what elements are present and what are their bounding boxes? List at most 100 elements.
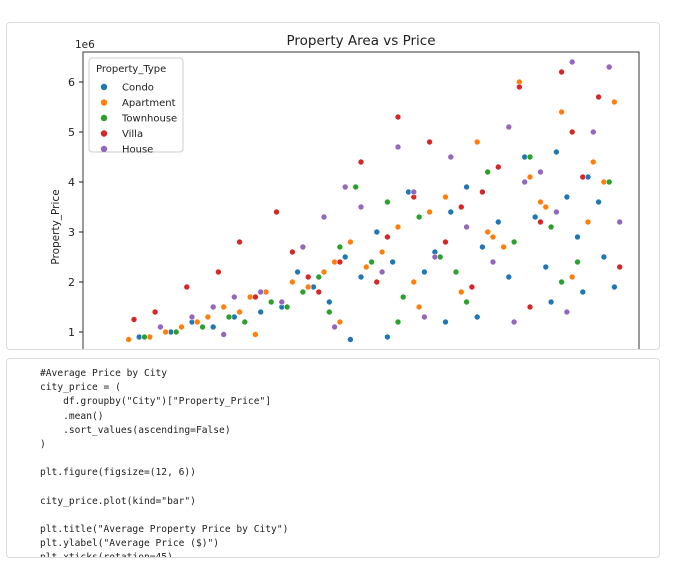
scatter-point xyxy=(336,258,344,266)
scatter-point xyxy=(151,308,159,316)
scatter-point xyxy=(347,336,354,343)
scatter-point xyxy=(220,331,227,338)
plot-axes: Property Area vs Price 1e6 Property_Pric… xyxy=(50,33,640,349)
scatter-point xyxy=(611,283,618,291)
scatter-point xyxy=(442,238,449,246)
legend-marker xyxy=(100,99,108,106)
scatter-point xyxy=(473,313,481,321)
y-axis-ticks: 1 2 3 4 5 6 xyxy=(68,76,83,339)
scatter-point xyxy=(616,218,624,226)
scatter-point xyxy=(352,183,360,191)
code-line: city_price = ( xyxy=(40,382,121,394)
scatter-point xyxy=(595,93,602,101)
scatter-point xyxy=(447,153,455,161)
scatter-point xyxy=(452,268,460,276)
scatter-point xyxy=(394,318,402,326)
scatter-point xyxy=(394,223,402,231)
scatter-point xyxy=(209,303,217,311)
scatter-point xyxy=(537,218,544,226)
scatter-point xyxy=(537,198,544,206)
scatter-point xyxy=(357,273,365,281)
scatter-point xyxy=(510,238,518,246)
scatter-point xyxy=(421,313,428,321)
scatter-point xyxy=(336,243,344,251)
scatter-point xyxy=(252,331,259,338)
chart-title: Property Area vs Price xyxy=(286,33,435,49)
scatter-point xyxy=(442,318,449,326)
scatter-point xyxy=(289,248,296,256)
code-cell[interactable]: #Average Price by City city_price = ( df.… xyxy=(6,358,660,558)
scatter-point xyxy=(442,193,449,201)
scatter-point xyxy=(558,108,565,116)
scatter-point xyxy=(547,223,555,231)
scatter-point xyxy=(600,253,608,261)
scatter-point xyxy=(267,298,275,306)
scatter-point xyxy=(426,138,433,146)
scatter-point xyxy=(325,308,333,316)
legend-title: Property_Type xyxy=(96,64,166,75)
legend-marker xyxy=(100,114,108,122)
scatter-point xyxy=(457,288,465,296)
scatter-point xyxy=(415,303,423,311)
scatter-point xyxy=(431,253,439,261)
y-tick-label: 2 xyxy=(68,276,75,289)
scatter-point xyxy=(341,183,349,191)
scatter-point xyxy=(542,263,550,271)
scatter-point xyxy=(199,323,206,331)
scatter-point xyxy=(283,303,291,311)
scatter-point xyxy=(526,303,534,311)
scatter-point xyxy=(553,148,560,156)
output-cell: Property Area vs Price 1e6 Property_Pric… xyxy=(6,22,660,350)
scatter-point xyxy=(357,203,365,211)
scatter-point xyxy=(336,318,344,326)
legend-label: Condo xyxy=(122,83,154,94)
code-line xyxy=(40,509,288,523)
scatter-point xyxy=(273,208,280,216)
scatter-point xyxy=(457,203,465,211)
scatter-point xyxy=(384,198,391,206)
scatter-point xyxy=(378,268,386,276)
scatter-point xyxy=(479,188,486,196)
scatter-point xyxy=(484,168,492,176)
scatter-point xyxy=(399,293,407,301)
scatter-point xyxy=(384,333,391,341)
scatter-point xyxy=(568,58,576,66)
legend-marker xyxy=(100,145,108,153)
y-tick-label: 3 xyxy=(68,226,75,239)
scatter-point xyxy=(162,328,169,336)
scatter-plot: Property Area vs Price 1e6 Property_Pric… xyxy=(50,33,640,349)
scatter-point xyxy=(589,158,597,166)
scatter-point xyxy=(531,213,539,221)
scatter-point xyxy=(304,273,312,281)
scatter-point xyxy=(225,313,233,321)
plot-frame xyxy=(82,51,640,349)
scatter-point xyxy=(236,308,243,316)
legend-marker xyxy=(100,130,108,137)
legend-marker xyxy=(100,83,108,91)
y-tick-label: 1 xyxy=(68,326,75,339)
legend-label: House xyxy=(122,145,153,156)
y-tick-label: 6 xyxy=(68,76,75,89)
scatter-point xyxy=(521,178,529,186)
scatter-point xyxy=(542,203,550,211)
scatter-point xyxy=(278,298,286,306)
code-line: df.groupby("City")["Property_Price"] xyxy=(40,396,272,408)
scatter-point xyxy=(220,303,227,311)
scatter-point xyxy=(231,293,238,301)
code-line: ) xyxy=(40,438,46,450)
scatter-point xyxy=(415,213,423,221)
scatter-point xyxy=(579,173,587,181)
scatter-point xyxy=(331,323,338,331)
scatter-point xyxy=(394,113,402,121)
scatter-point xyxy=(215,268,222,276)
scatter-point xyxy=(172,328,180,336)
scatter-point xyxy=(494,163,502,171)
scatter-point xyxy=(315,273,323,281)
legend-label: Apartment xyxy=(122,98,176,109)
scatter-point xyxy=(236,238,243,246)
scatter-point xyxy=(574,233,581,241)
scatter-point xyxy=(183,283,191,291)
code-block[interactable]: #Average Price by City city_price = ( df.… xyxy=(40,367,288,557)
scatter-point xyxy=(537,168,544,176)
scatter-point xyxy=(294,268,301,276)
